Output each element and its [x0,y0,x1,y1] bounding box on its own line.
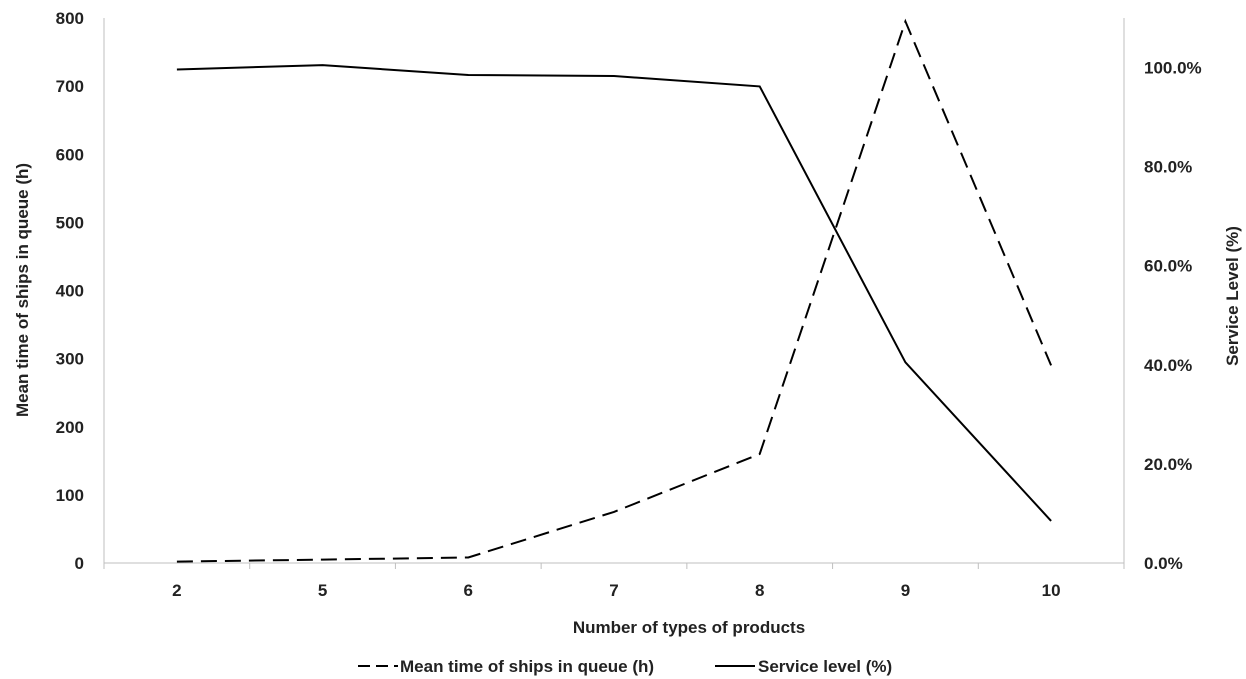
y2-tick-label: 20.0% [1144,455,1192,474]
axes [103,18,1125,569]
series [176,18,1053,563]
y-tick-label: 500 [56,213,84,232]
y2-tick-label: 100.0% [1144,59,1202,78]
y2-tick-label: 80.0% [1144,158,1192,177]
legend-label-service-level: Service level (%) [758,657,892,676]
y-tick-label: 100 [56,486,84,505]
y-tick-label: 200 [56,418,84,437]
y-axis-title: Mean time of ships in queue (h) [13,163,32,417]
y2-tick-label: 60.0% [1144,257,1192,276]
x-tick-label: 5 [318,581,327,600]
y-tick-label: 300 [56,350,84,369]
y-tick-label: 400 [56,282,84,301]
y2-axis-title: Service Level (%) [1223,226,1242,366]
x-tick-label: 2 [172,581,181,600]
x-tick-label: 8 [755,581,764,600]
x-tick-label: 10 [1042,581,1061,600]
y2-tick-label: 0.0% [1144,554,1183,573]
ticks: 0 100 200 300 400 500 600 700 800 0.0% 20.0% 40.0% 6… [56,9,1202,600]
y2-tick-label: 40.0% [1144,356,1192,375]
x-axis-title: Number of types of products [573,618,805,637]
y-tick-label: 600 [56,145,84,164]
legend-label-queue-time: Mean time of ships in queue (h) [400,657,654,676]
series-line-service-level [176,64,1052,522]
x-tick-label: 9 [901,581,910,600]
series-line-queue-time [176,18,1053,563]
x-tick-label: 6 [464,581,473,600]
legend: Mean time of ships in queue (h) Service … [358,657,892,676]
y-tick-label: 700 [56,77,84,96]
x-tick-label: 7 [609,581,618,600]
y-tick-label: 0 [75,554,84,573]
y-tick-label: 800 [56,9,84,28]
